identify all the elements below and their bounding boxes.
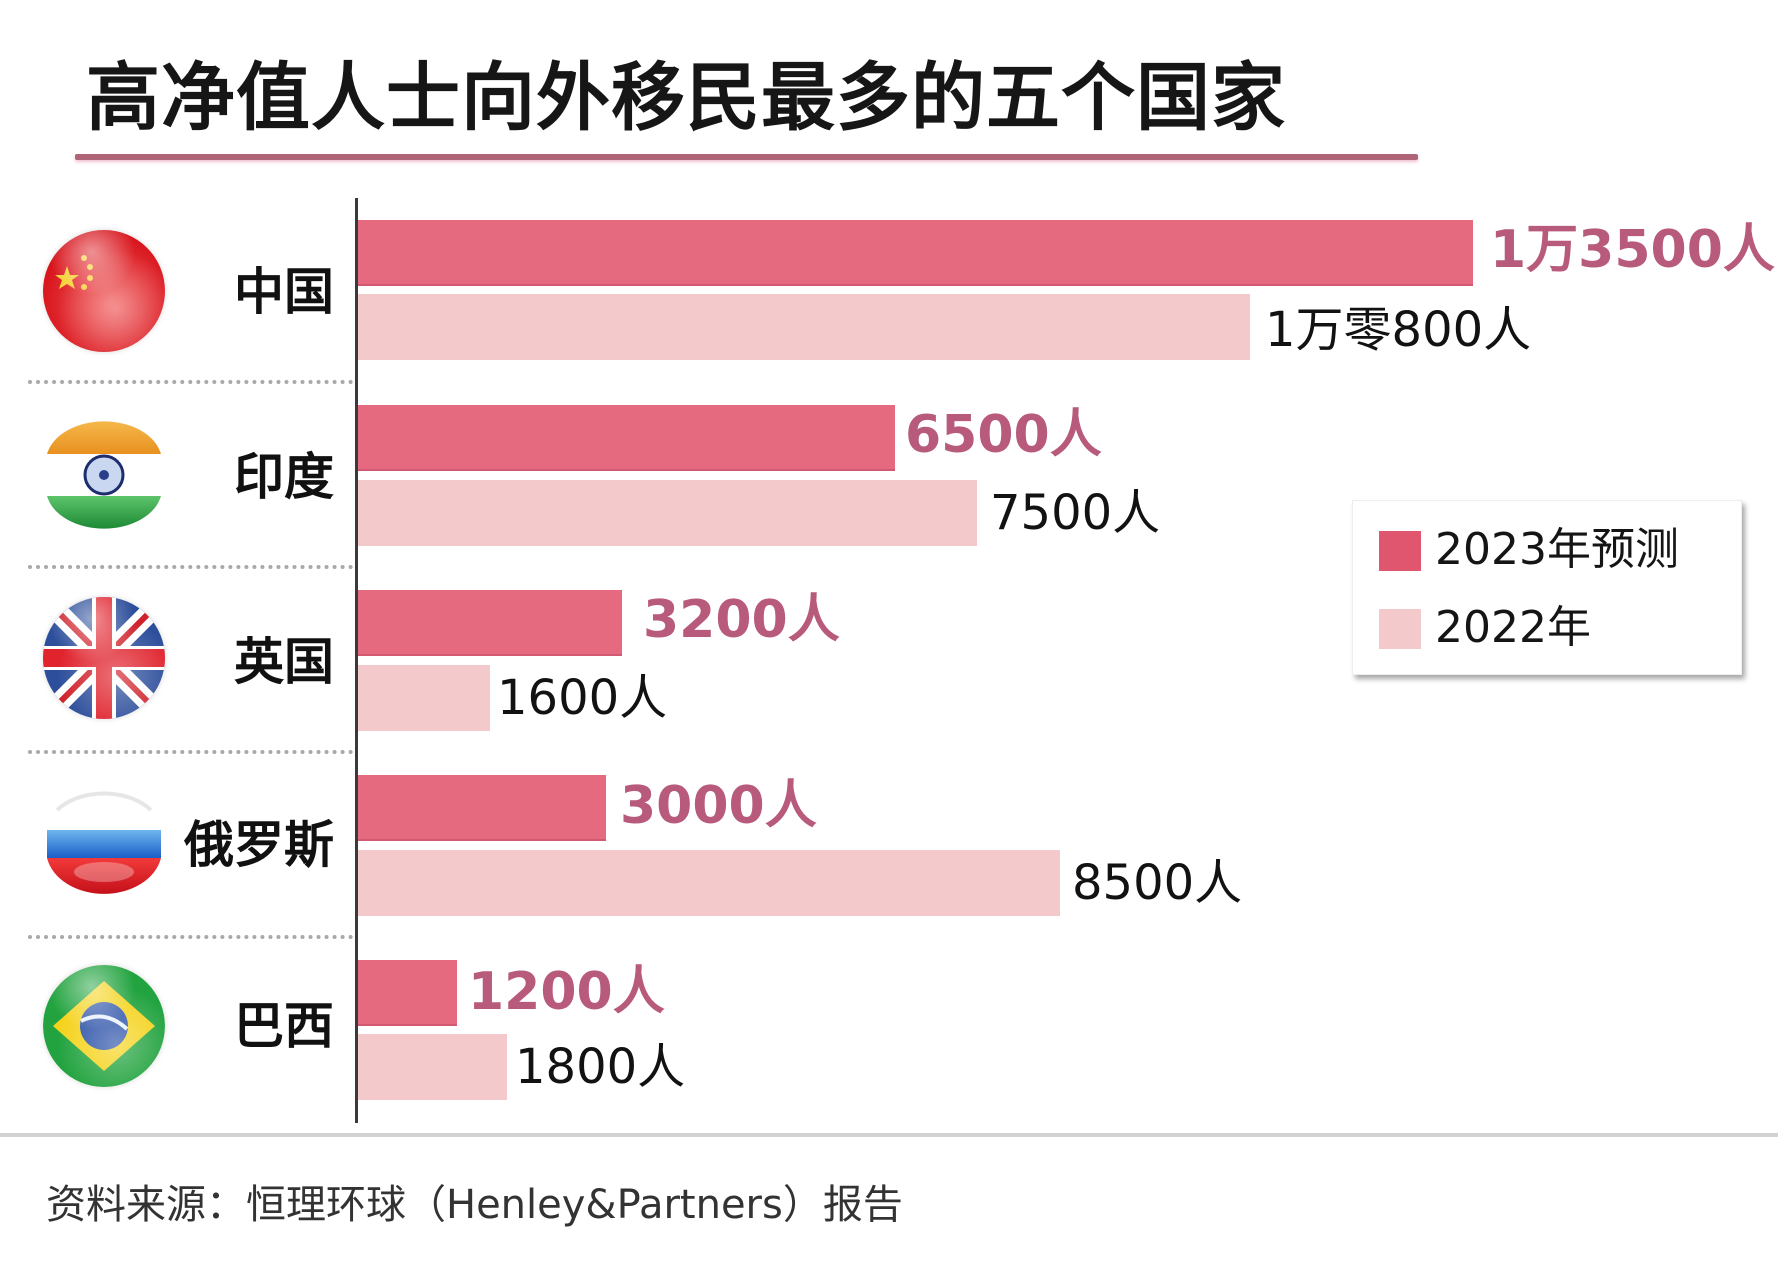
label-russia-2022: 8500人 [1072, 855, 1243, 911]
country-label-russia: 俄罗斯 [184, 816, 334, 874]
label-china-2023: 1万3500人 [1490, 220, 1775, 280]
label-russia-2023: 3000人 [620, 776, 817, 836]
label-brazil-2023: 1200人 [468, 962, 665, 1022]
country-label-china: 中国 [234, 263, 334, 321]
chart-legend: 2023年预测 2022年 [1352, 500, 1742, 675]
row-separator [28, 750, 353, 754]
country-label-uk: 英国 [234, 633, 334, 691]
brazil-flag-icon [43, 965, 165, 1087]
title-underline [75, 154, 1418, 160]
legend-swatch-2023 [1379, 531, 1421, 571]
legend-label-2023: 2023年预测 [1435, 524, 1679, 575]
row-separator [28, 380, 353, 384]
chart-title: 高净值人士向外移民最多的五个国家 [86, 55, 1286, 141]
label-china-2022: 1万零800人 [1265, 302, 1532, 358]
y-axis-line [355, 198, 358, 1123]
bar-russia-2023 [358, 775, 606, 841]
label-uk-2023: 3200人 [643, 590, 840, 650]
source-note: 资料来源：恒理环球（Henley&Partners）报告 [46, 1182, 903, 1228]
country-label-india: 印度 [234, 448, 334, 506]
bar-brazil-2023 [358, 960, 457, 1026]
bar-uk-2022 [358, 665, 490, 731]
china-flag-icon [43, 230, 165, 352]
label-india-2022: 7500人 [990, 485, 1161, 541]
label-uk-2022: 1600人 [497, 670, 668, 726]
row-separator [28, 565, 353, 569]
bar-uk-2023 [358, 590, 622, 656]
country-label-brazil: 巴西 [234, 997, 334, 1055]
row-separator [28, 935, 353, 939]
label-india-2023: 6500人 [905, 405, 1102, 465]
bar-china-2023 [358, 220, 1473, 286]
bottom-divider [0, 1133, 1778, 1137]
bar-russia-2022 [358, 850, 1060, 916]
bar-china-2022 [358, 294, 1250, 360]
russia-flag-icon [43, 780, 165, 902]
bar-india-2022 [358, 480, 977, 546]
bar-india-2023 [358, 405, 895, 471]
legend-swatch-2022 [1379, 609, 1421, 649]
uk-flag-icon [43, 597, 165, 719]
bar-brazil-2022 [358, 1034, 507, 1100]
india-flag-icon [43, 414, 165, 536]
legend-label-2022: 2022年 [1435, 602, 1591, 653]
label-brazil-2022: 1800人 [515, 1039, 686, 1095]
